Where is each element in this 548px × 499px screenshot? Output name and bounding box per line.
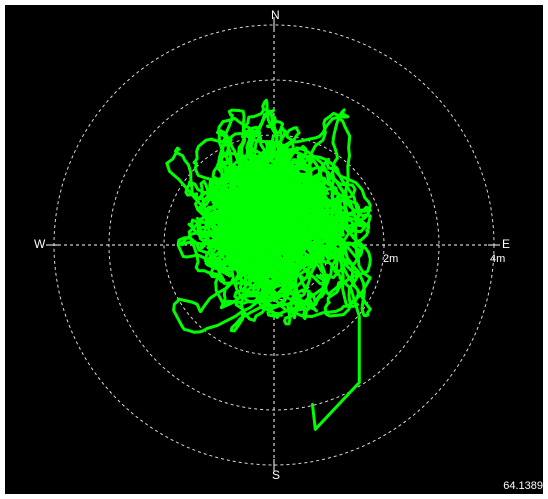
ring-label-4m: 4m xyxy=(490,253,506,265)
polar-plot-panel: N S W E 2m 4m 64.1389 xyxy=(5,5,543,494)
east-label: E xyxy=(502,237,511,251)
value-readout: 64.1389 xyxy=(503,480,543,492)
west-label: W xyxy=(34,237,46,251)
south-label: S xyxy=(272,468,281,482)
polar-plot xyxy=(46,17,502,473)
ring-label-2m: 2m xyxy=(383,253,399,265)
north-label: N xyxy=(271,8,280,22)
position-trace-tail xyxy=(311,276,361,431)
position-trace xyxy=(165,98,372,334)
